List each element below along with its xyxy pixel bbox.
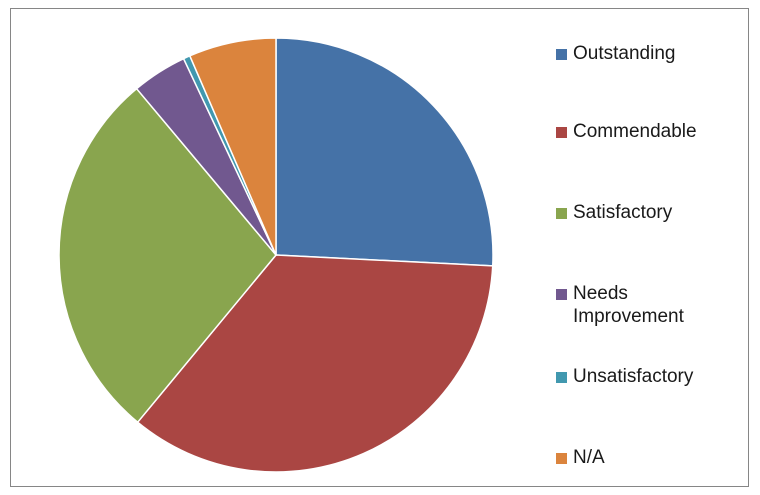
legend-item-na: N/A — [556, 446, 743, 469]
legend-swatch-outstanding — [556, 49, 567, 60]
legend-swatch-needs-improvement — [556, 289, 567, 300]
pie-slice-satisfactory — [58, 87, 277, 423]
pie-slice-na — [189, 37, 277, 256]
pie-chart — [58, 37, 494, 473]
legend-item-commendable: Commendable — [556, 120, 743, 143]
legend-item-outstanding: Outstanding — [556, 42, 743, 65]
pie-slice-commendable — [136, 254, 494, 473]
legend-label-outstanding: Outstanding — [573, 43, 676, 64]
legend-label-commendable: Commendable — [573, 121, 697, 142]
legend: Outstanding Commendable Satisfactory Nee… — [556, 9, 746, 488]
pie-slices — [58, 37, 494, 473]
legend-swatch-commendable — [556, 127, 567, 138]
legend-item-satisfactory: Satisfactory — [556, 201, 743, 224]
legend-label-needs-improvement: Needs Improvement — [573, 283, 684, 327]
legend-label-unsatisfactory: Unsatisfactory — [573, 366, 694, 387]
legend-swatch-unsatisfactory — [556, 372, 567, 383]
legend-label-satisfactory: Satisfactory — [573, 202, 673, 223]
pie-slice-outstanding — [275, 37, 494, 267]
legend-swatch-satisfactory — [556, 208, 567, 219]
legend-item-needs-improvement: Needs Improvement — [556, 282, 743, 328]
legend-swatch-na — [556, 453, 567, 464]
legend-label-na: N/A — [573, 447, 605, 468]
chart-frame: Outstanding Commendable Satisfactory Nee… — [10, 8, 749, 487]
legend-item-unsatisfactory: Unsatisfactory — [556, 365, 743, 388]
